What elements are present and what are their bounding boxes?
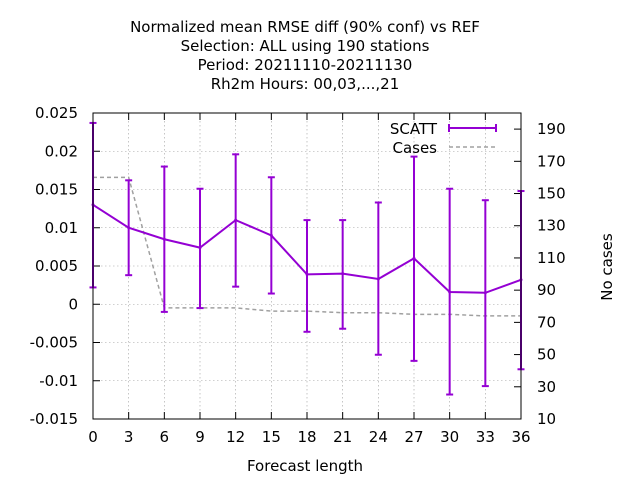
- y2-tick-label: 170: [537, 152, 566, 170]
- y-axis-ticks: 0.025 0.02 0.015 0.01 0.005 0 -0.005 -0.01 -0.01…: [30, 104, 100, 428]
- data-point: [127, 226, 131, 230]
- x-tick-label: 24: [369, 428, 388, 446]
- data-point: [198, 246, 202, 250]
- y-tick-label: -0.005: [30, 334, 78, 352]
- y2-axis-ticks: 190 170 150 130 110 90 70 50 30 10: [514, 120, 566, 428]
- x-tick-label: 33: [476, 428, 495, 446]
- y2-tick-label: 190: [537, 120, 566, 138]
- x-tick-label: 15: [262, 428, 281, 446]
- x-tick-label: 30: [440, 428, 459, 446]
- y-tick-label: 0.005: [35, 257, 78, 275]
- data-point: [305, 272, 309, 276]
- y-tick-label: 0.015: [35, 181, 78, 199]
- title-line-4: Rh2m Hours: 00,03,...,21: [211, 75, 400, 93]
- data-point: [341, 272, 345, 276]
- y2-tick-label: 10: [537, 410, 556, 428]
- y-tick-label: -0.01: [39, 372, 78, 390]
- y-tick-label: 0: [68, 295, 78, 313]
- data-point: [448, 290, 452, 294]
- x-tick-label: 3: [124, 428, 134, 446]
- title-line-3: Period: 20211110-20211130: [198, 56, 413, 74]
- x-axis-ticks: 0 3 6 9 12 15 18 21 24 27 30 33 36: [88, 113, 531, 446]
- data-point: [376, 277, 380, 281]
- x-tick-label: 0: [88, 428, 98, 446]
- x-tick-label: 36: [511, 428, 530, 446]
- plot-frame: [92, 112, 522, 420]
- error-bar: [303, 219, 311, 333]
- x-tick-label: 18: [297, 428, 316, 446]
- x-tick-label: 9: [195, 428, 205, 446]
- legend-sample-scatt: [448, 124, 497, 132]
- y-tick-label: 0.025: [35, 104, 78, 122]
- y2-axis-label: No cases: [598, 233, 616, 301]
- data-point: [234, 218, 238, 222]
- legend-label-cases: Cases: [392, 139, 437, 157]
- data-point: [412, 256, 416, 260]
- legend: SCATT Cases: [390, 120, 497, 157]
- y2-tick-label: 110: [537, 249, 566, 267]
- y-tick-label: -0.015: [30, 410, 78, 428]
- x-tick-label: 27: [404, 428, 423, 446]
- y2-tick-label: 70: [537, 313, 556, 331]
- y2-tick-label: 30: [537, 378, 556, 396]
- title-line-2: Selection: ALL using 190 stations: [181, 37, 430, 55]
- legend-label-scatt: SCATT: [390, 120, 438, 138]
- y2-tick-label: 130: [537, 217, 566, 235]
- y2-tick-label: 90: [537, 281, 556, 299]
- data-point: [162, 237, 166, 241]
- y2-tick-label: 150: [537, 185, 566, 203]
- y2-tick-label: 50: [537, 346, 556, 364]
- x-tick-label: 12: [226, 428, 245, 446]
- chart-title: Normalized mean RMSE diff (90% conf) vs …: [130, 18, 480, 93]
- x-tick-label: 21: [333, 428, 352, 446]
- data-point: [483, 291, 487, 295]
- data-point: [269, 233, 273, 237]
- y-tick-label: 0.01: [45, 219, 78, 237]
- x-tick-label: 6: [160, 428, 170, 446]
- title-line-1: Normalized mean RMSE diff (90% conf) vs …: [130, 18, 480, 36]
- x-axis-label: Forecast length: [247, 457, 363, 475]
- y-tick-label: 0.02: [45, 142, 78, 160]
